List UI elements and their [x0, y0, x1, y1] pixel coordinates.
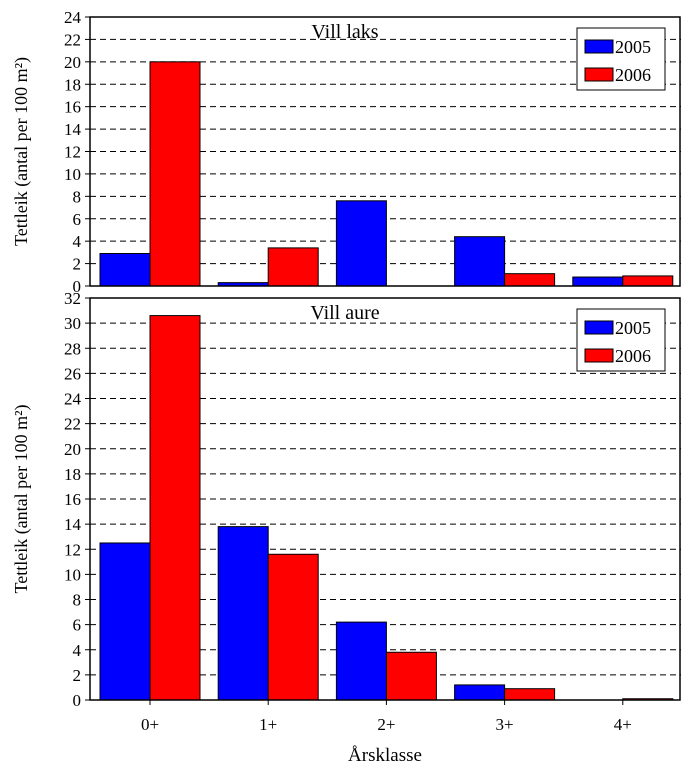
- y-tick-label: 24: [64, 390, 82, 409]
- y-tick-label: 32: [64, 289, 81, 308]
- y-tick-label: 18: [64, 465, 81, 484]
- y-tick-label: 24: [64, 8, 82, 27]
- x-tick-label: 4+: [614, 715, 632, 734]
- y-axis-label: Tettleik (antal per 100 m²): [11, 404, 32, 593]
- x-tick-label: 1+: [259, 715, 277, 734]
- legend-swatch-2006: [584, 67, 614, 82]
- y-tick-label: 8: [73, 187, 82, 206]
- y-tick-label: 14: [64, 120, 82, 139]
- panel-title: Vill aure: [310, 302, 379, 324]
- x-tick-label: 0+: [141, 715, 159, 734]
- series-2006: [149, 61, 674, 287]
- y-tick-label: 20: [64, 53, 81, 72]
- y-tick-label: 0: [73, 691, 82, 710]
- y-tick-label: 0: [73, 277, 82, 296]
- y-tick-label: 16: [64, 98, 81, 117]
- bar-2006-0plus: [149, 315, 201, 701]
- bar-2005-0plus: [99, 542, 151, 701]
- bar-2005-3plus: [454, 684, 506, 701]
- plot-frame: [89, 16, 681, 287]
- y-tick-label: 20: [64, 440, 81, 459]
- legend-label-2005: 2005: [615, 318, 651, 338]
- bar-2006-3plus: [504, 688, 556, 701]
- legend: 2005 2006: [576, 27, 666, 91]
- gridlines: [90, 38, 681, 265]
- plot-frame: [89, 297, 681, 701]
- x-axis: 0+ 1+ 2+ 3+ 4+ Årsklasse: [141, 700, 632, 765]
- legend: 2005 2006: [576, 308, 666, 372]
- bar-2005-1plus: [217, 526, 269, 701]
- y-tick-label: 22: [64, 415, 81, 434]
- bar-2005-0plus: [99, 252, 151, 287]
- y-tick-label: 10: [64, 565, 81, 584]
- x-tick-label: 3+: [496, 715, 514, 734]
- series-2006: [149, 315, 674, 701]
- x-axis-label: Årsklasse: [348, 745, 422, 765]
- legend-swatch-2005: [584, 320, 614, 335]
- y-tick-label: 2: [73, 666, 82, 685]
- y-tick-label: 6: [73, 210, 82, 229]
- y-tick-label: 30: [64, 314, 81, 333]
- bar-2005-2plus: [335, 621, 387, 701]
- y-tick-label: 18: [64, 75, 81, 94]
- y-tick-label: 6: [73, 616, 82, 635]
- bar-2005-3plus: [454, 236, 506, 287]
- bar-2006-2plus: [385, 651, 437, 701]
- y-tick-label: 8: [73, 591, 82, 610]
- y-tick-label: 12: [64, 143, 81, 162]
- bar-2005-2plus: [335, 200, 387, 287]
- bar-2006-0plus: [149, 61, 201, 287]
- y-tick-label: 4: [73, 641, 82, 660]
- y-tick-label: 12: [64, 540, 81, 559]
- y-tick-label: 28: [64, 339, 81, 358]
- bar-2006-3plus: [504, 273, 556, 287]
- x-tick-label: 2+: [377, 715, 395, 734]
- y-tick-label: 16: [64, 490, 81, 509]
- y-axis-label: Tettleik (antal per 100 m²): [11, 57, 32, 246]
- legend-label-2006: 2006: [615, 65, 651, 85]
- legend-swatch-2005: [584, 39, 614, 54]
- bar-2006-4plus: [622, 275, 674, 287]
- legend-label-2006: 2006: [615, 346, 651, 366]
- bar-2005-4plus: [572, 276, 624, 287]
- legend-swatch-2006: [584, 348, 614, 363]
- y-tick-label: 10: [64, 165, 81, 184]
- y-tick-label: 26: [64, 364, 81, 383]
- bar-2006-1plus: [267, 553, 319, 701]
- bar-2006-1plus: [267, 247, 319, 287]
- y-tick-label: 4: [73, 232, 82, 251]
- y-tick-label: 22: [64, 30, 81, 49]
- y-tick-label: 2: [73, 255, 82, 274]
- panel-title: Vill laks: [311, 21, 378, 43]
- legend-label-2005: 2005: [615, 37, 651, 57]
- y-tick-label: 14: [64, 515, 82, 534]
